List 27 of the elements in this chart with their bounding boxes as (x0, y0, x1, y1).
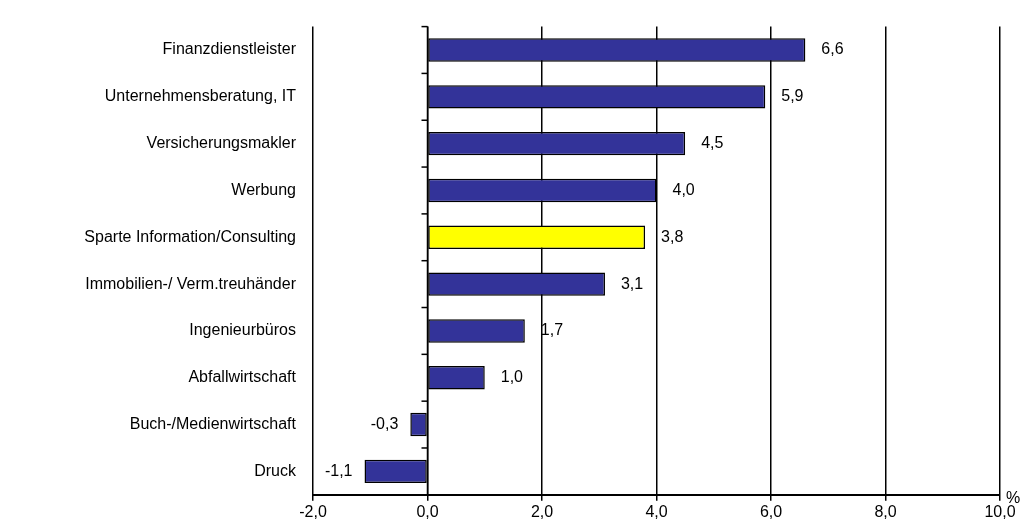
y-tick-label: Versicherungsmakler (146, 134, 297, 152)
data-label: 1,0 (500, 368, 524, 386)
y-tick-label: Druck (254, 461, 297, 479)
y-tick-label: Unternehmensberatung, IT (104, 87, 297, 105)
x-tick-label: 2,0 (530, 502, 554, 520)
data-label: 4,5 (701, 134, 724, 152)
data-label: 5,9 (781, 87, 804, 105)
x-tick-label: 10,0 (984, 502, 1016, 520)
data-label: 6,6 (821, 40, 844, 58)
data-label: 1,7 (540, 321, 564, 339)
data-label: -0,3 (370, 414, 399, 432)
x-tick-label: 4,0 (645, 502, 668, 520)
y-tick-label: Werbung (231, 180, 296, 198)
data-label: 4,0 (672, 180, 695, 198)
x-tick-label: -2,0 (299, 502, 327, 520)
x-tick-label: 0,0 (416, 502, 439, 520)
y-tick-label: Sparte Information/Consulting (84, 227, 296, 245)
data-label: -1,1 (324, 461, 353, 479)
y-tick-label: Immobilien-/ Verm.treuhänder (85, 274, 297, 292)
y-tick-label: Abfallwirtschaft (188, 368, 297, 386)
x-tick-label: 6,0 (759, 502, 783, 520)
y-tick-label: Buch-/Medienwirtschaft (129, 414, 297, 432)
y-tick-label: Finanzdienstleister (162, 40, 297, 58)
y-tick-label: Ingenieurbüros (189, 321, 296, 339)
data-label: 3,8 (661, 227, 684, 245)
x-tick-label: 8,0 (874, 502, 897, 520)
data-label: 3,1 (620, 274, 644, 292)
